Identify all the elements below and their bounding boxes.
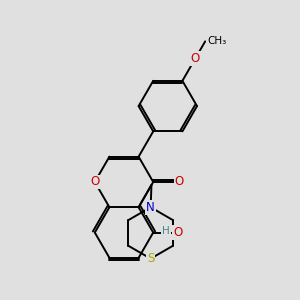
Text: O: O [175,176,184,188]
Text: N: N [146,201,155,214]
Text: O: O [90,176,99,188]
Text: CH₃: CH₃ [207,36,226,46]
Text: H: H [162,226,170,236]
Text: O: O [173,226,183,239]
Text: O: O [190,52,200,65]
Text: S: S [147,252,154,265]
